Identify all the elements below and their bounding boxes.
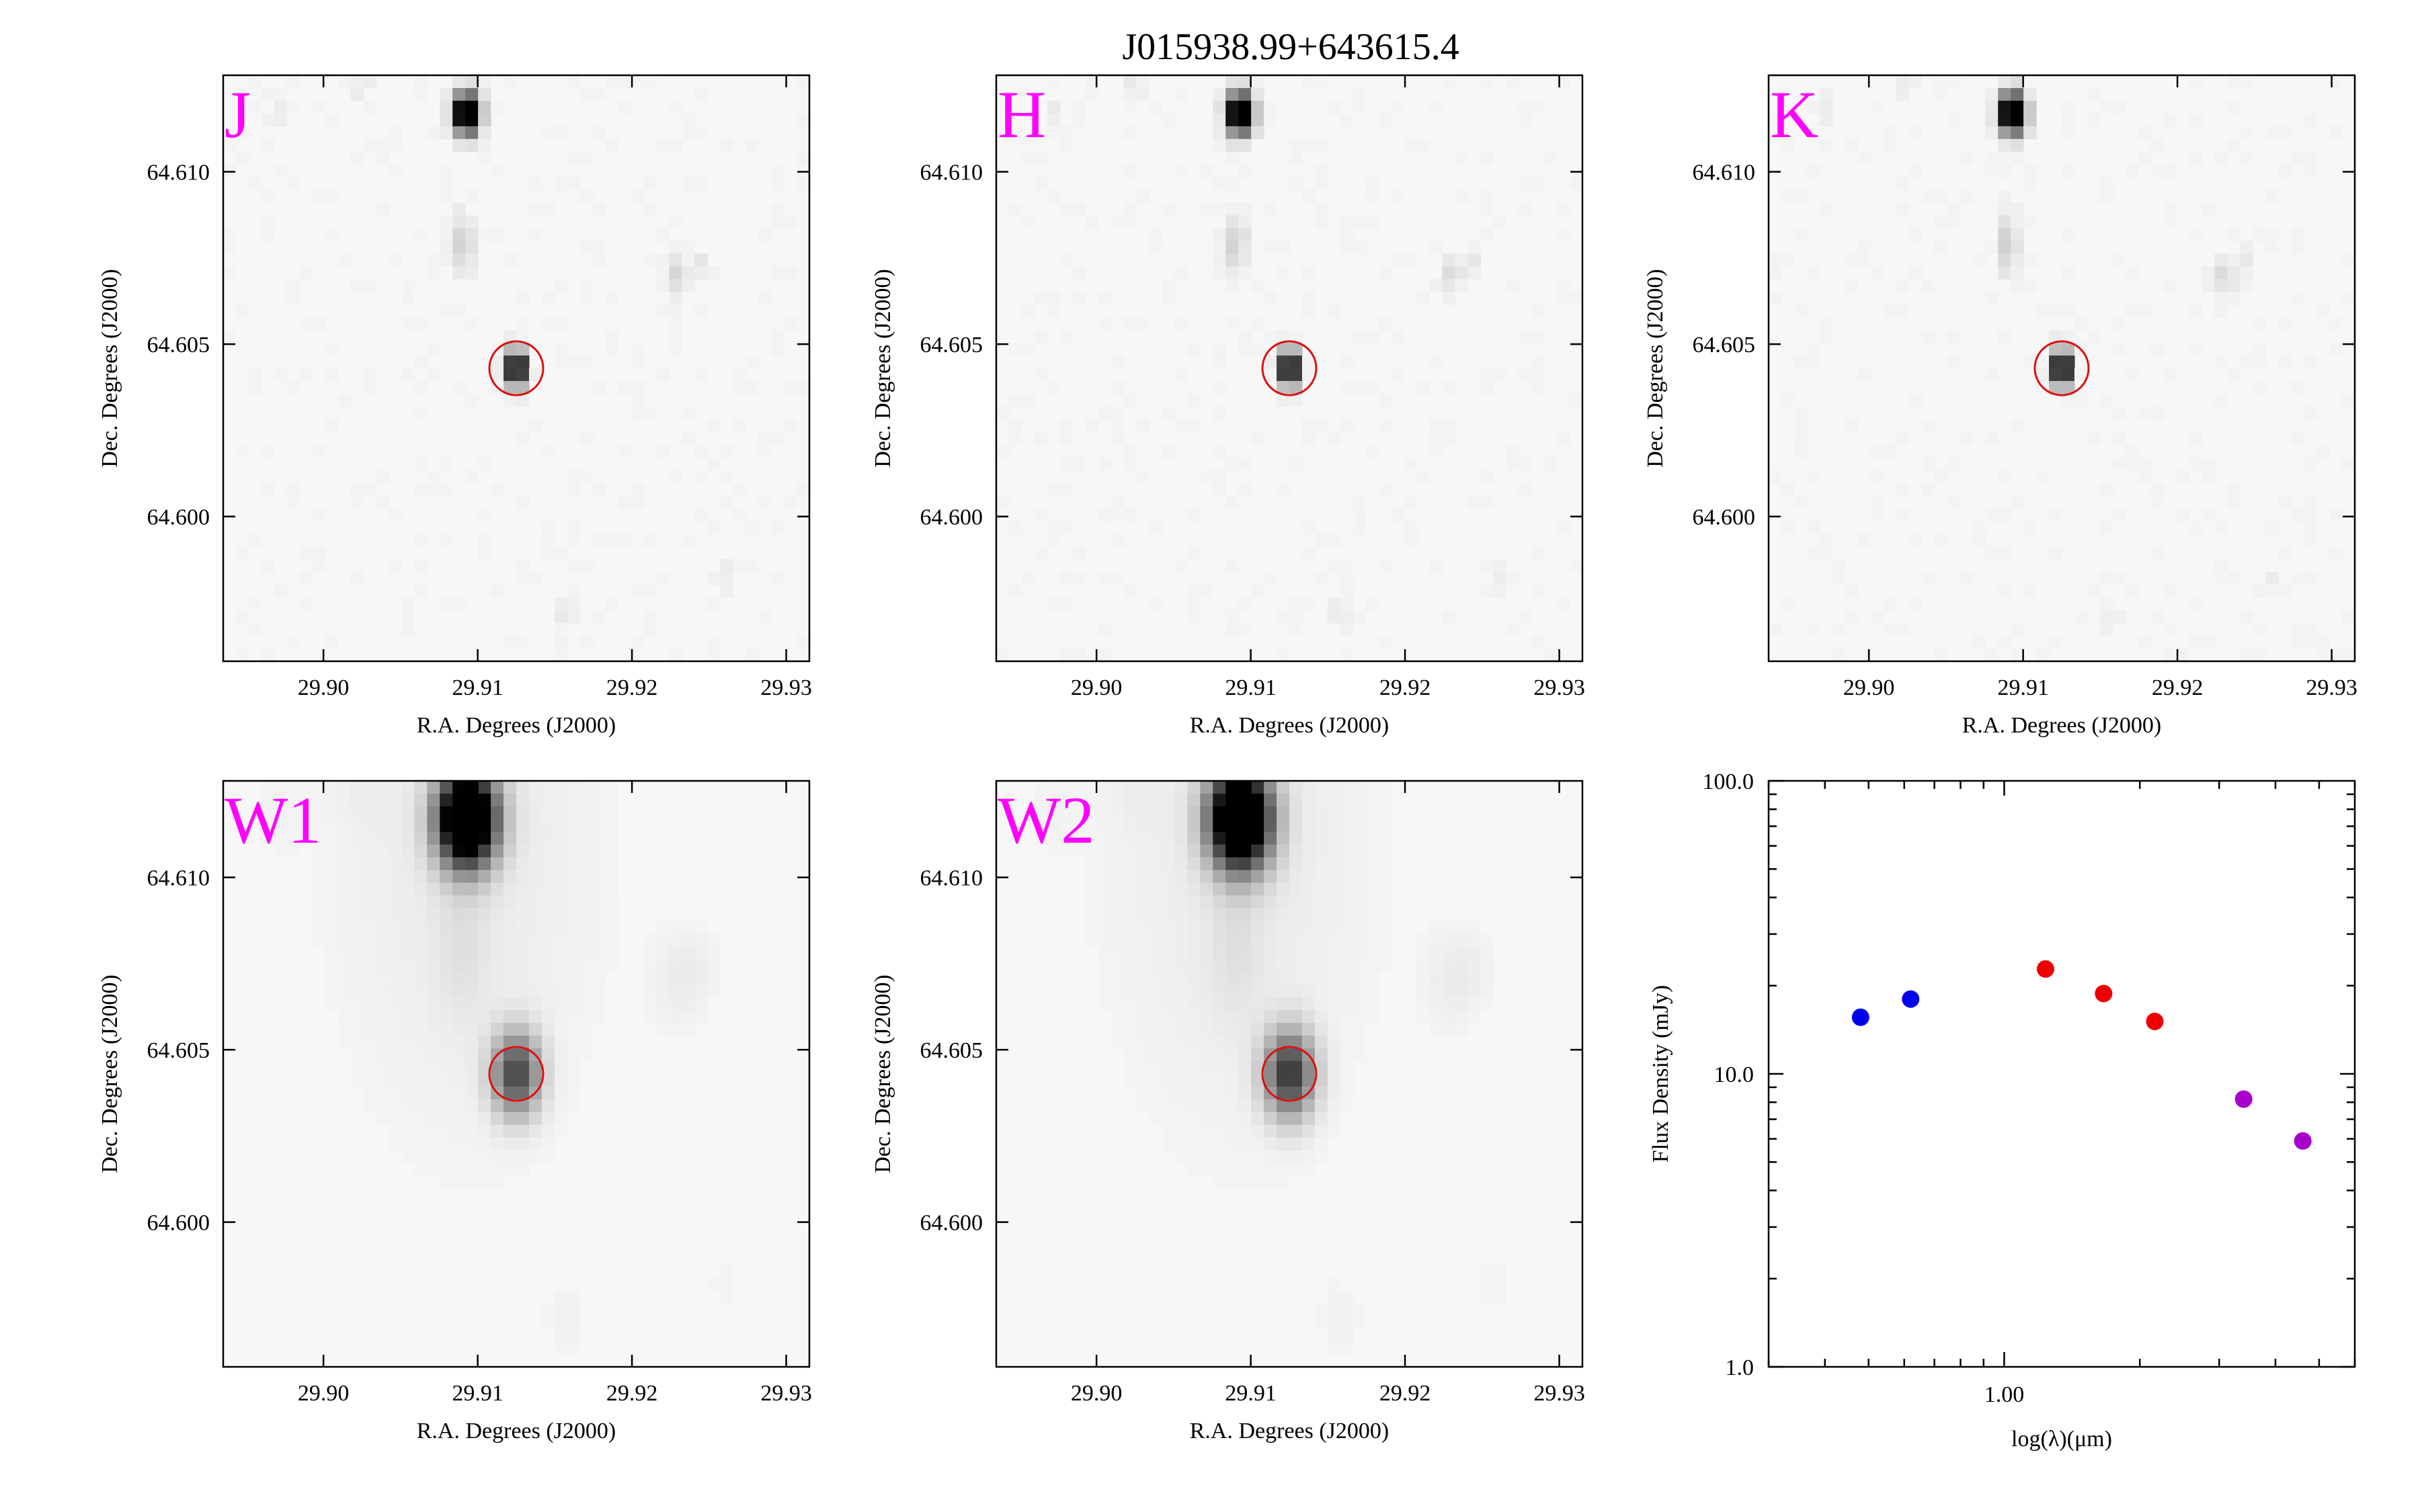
cutout-frame <box>222 780 811 1368</box>
x-tick-label: 29.92 <box>1379 1381 1431 1406</box>
x-tick-label: 29.91 <box>1225 675 1277 700</box>
x-tick-label: 29.93 <box>2306 675 2357 700</box>
y-tick-label: 64.600 <box>920 505 983 530</box>
cutout-image <box>261 781 733 1355</box>
y-tick-label: 64.605 <box>1693 333 1756 358</box>
y-axis-label: Dec. Degrees (J2000) <box>871 269 895 468</box>
sed-x-tick-label: 1.00 <box>1984 1382 2025 1407</box>
cutout-panel-w2: 29.90 29.91 29.92 29.93 64.600 64.605 64.610 R.… <box>871 780 1585 1443</box>
sed-data-point <box>2294 1132 2312 1150</box>
x-tick-label: 29.92 <box>606 1381 658 1406</box>
x-axis-label: R.A. Degrees (J2000) <box>417 713 616 738</box>
sed-data-point <box>2095 984 2113 1003</box>
cutout-panel-j: 29.90 29.91 29.92 29.93 64.600 64.605 64.610 R.… <box>97 74 812 738</box>
x-tick-label: 29.93 <box>1533 675 1585 700</box>
x-tick-label: 29.92 <box>2152 675 2204 700</box>
cutout-frame <box>1767 74 2356 663</box>
y-tick-label: 64.610 <box>147 161 210 185</box>
x-tick-label: 29.91 <box>452 675 503 700</box>
x-tick-label: 29.91 <box>1225 1381 1277 1406</box>
target-aperture-circle <box>1261 340 1318 396</box>
target-aperture-circle <box>488 1046 544 1102</box>
y-tick-label: 64.600 <box>1693 505 1756 530</box>
cutout-image <box>996 75 1582 661</box>
sed-x-axis-label: log(λ)(μm) <box>2011 1427 2112 1452</box>
x-tick-label: 29.90 <box>298 675 350 700</box>
y-tick-label: 64.600 <box>147 1211 210 1236</box>
x-tick-label: 29.93 <box>1533 1381 1585 1406</box>
x-tick-label: 29.90 <box>298 1381 350 1406</box>
target-aperture-circle <box>488 340 544 396</box>
y-tick-label: 64.600 <box>147 505 210 530</box>
y-tick-label: 64.605 <box>920 1038 983 1063</box>
cutout-panel-w1: 29.90 29.91 29.92 29.93 64.600 64.605 64.610 R.… <box>97 780 812 1443</box>
x-axis-label: R.A. Degrees (J2000) <box>1190 1419 1389 1443</box>
band-label: W2 <box>998 783 1094 857</box>
x-tick-label: 29.91 <box>1997 675 2049 700</box>
y-axis-label: Dec. Degrees (J2000) <box>97 974 122 1173</box>
cutout-image <box>1769 75 2355 661</box>
x-tick-label: 29.93 <box>760 1381 812 1406</box>
cutout-panel-h: 29.90 29.91 29.92 29.93 64.600 64.605 64.610 R.… <box>871 74 1585 738</box>
target-aperture-circle <box>2033 340 2090 396</box>
sed-y-tick-label: 10.0 <box>1714 1062 1755 1087</box>
sed-y-axis-label: Flux Density (mJy) <box>1648 985 1673 1163</box>
y-tick-label: 64.610 <box>920 161 983 185</box>
sed-data-point <box>2036 960 2054 978</box>
x-tick-label: 29.90 <box>1071 1381 1123 1406</box>
sed-data-point <box>1902 990 1920 1008</box>
y-tick-label: 64.605 <box>147 333 210 358</box>
cutout-frame <box>995 74 1584 663</box>
y-axis-label: Dec. Degrees (J2000) <box>871 974 895 1173</box>
x-tick-label: 29.92 <box>1379 675 1431 700</box>
x-tick-label: 29.90 <box>1071 675 1123 700</box>
cutout-image <box>1034 781 1506 1355</box>
figure-title: J015938.99+643615.4 <box>1122 26 1459 68</box>
band-label: H <box>998 77 1046 152</box>
panels: 29.90 29.91 29.92 29.93 64.600 64.605 64.610 R.… <box>97 74 2357 1443</box>
cutout-image <box>223 75 809 661</box>
x-tick-label: 29.91 <box>452 1381 503 1406</box>
band-label: W1 <box>225 783 321 857</box>
y-tick-label: 64.605 <box>147 1038 210 1063</box>
y-axis-label: Dec. Degrees (J2000) <box>97 269 122 468</box>
y-axis-label: Dec. Degrees (J2000) <box>1643 269 1668 468</box>
sed-data-point <box>2234 1090 2253 1108</box>
y-tick-label: 64.605 <box>920 333 983 358</box>
x-axis-label: R.A. Degrees (J2000) <box>417 1419 616 1443</box>
y-tick-label: 64.610 <box>1693 161 1756 185</box>
sed-y-tick-label: 100.0 <box>1703 769 1755 794</box>
sed-y-tick-label: 1.0 <box>1726 1355 1755 1380</box>
x-tick-label: 29.92 <box>606 675 658 700</box>
sed-data-point <box>2146 1012 2164 1030</box>
x-tick-label: 29.93 <box>760 675 812 700</box>
x-axis-label: R.A. Degrees (J2000) <box>1962 713 2162 738</box>
cutout-panel-k: 29.90 29.91 29.92 29.93 64.600 64.605 64.610 R.… <box>1643 74 2357 738</box>
cutout-frame <box>222 74 811 663</box>
x-tick-label: 29.90 <box>1843 675 1895 700</box>
y-tick-label: 64.600 <box>920 1211 983 1236</box>
band-label: J <box>225 77 251 152</box>
cutout-frame <box>995 780 1584 1368</box>
sed-data-point <box>1851 1008 1869 1026</box>
target-aperture-circle <box>1261 1046 1318 1102</box>
sed-background <box>1769 781 2355 1367</box>
y-tick-label: 64.610 <box>147 866 210 891</box>
y-tick-label: 64.610 <box>920 866 983 891</box>
sed-plot: 1.0 10.0 100.0 1.00 log(λ)(μm) Flux Density (… <box>1648 769 2356 1452</box>
x-axis-label: R.A. Degrees (J2000) <box>1190 713 1389 738</box>
band-label: K <box>1770 77 1818 152</box>
